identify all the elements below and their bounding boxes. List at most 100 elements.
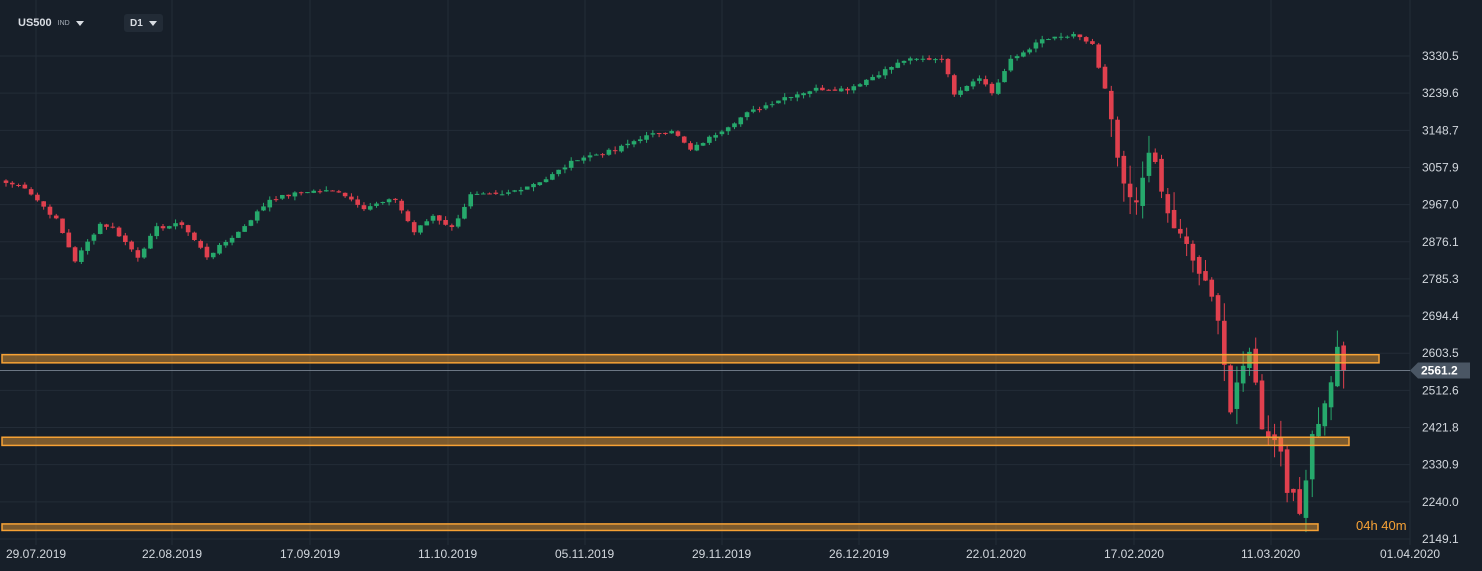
candle	[462, 203, 467, 220]
candle	[1303, 469, 1309, 533]
candle	[116, 226, 122, 237]
current-price-label: 2561.2	[1410, 362, 1470, 379]
candle	[79, 247, 84, 264]
candle	[807, 90, 813, 98]
candle	[1039, 35, 1045, 48]
candle	[681, 135, 687, 144]
candle	[1309, 430, 1315, 498]
y-tick-label: 2694.4	[1422, 309, 1459, 323]
y-tick-label: 3057.9	[1422, 160, 1459, 174]
candle	[1335, 330, 1340, 388]
candle	[1121, 150, 1127, 202]
candle	[581, 155, 587, 164]
candle	[631, 139, 637, 148]
candle	[1140, 161, 1145, 219]
price-axis[interactable]: 3330.5 3239.6 3148.7 3057.9 2967.0 2876.1 2785…	[1422, 49, 1459, 546]
candle	[305, 192, 310, 194]
candle	[298, 191, 304, 196]
candle	[594, 153, 599, 156]
y-tick-label: 2967.0	[1422, 198, 1459, 212]
y-tick-label: 3148.7	[1422, 123, 1459, 137]
candle	[1265, 415, 1271, 446]
candle	[1014, 54, 1020, 61]
candle	[336, 189, 342, 193]
x-tick-label: 11.10.2019	[418, 547, 477, 561]
candle	[983, 75, 988, 87]
candle	[794, 91, 800, 102]
candle	[939, 54, 945, 63]
candle	[1291, 488, 1296, 502]
candle	[1209, 277, 1215, 302]
candle	[292, 191, 298, 201]
candle	[1134, 187, 1139, 215]
candle	[267, 196, 273, 212]
candle	[914, 58, 919, 62]
candle	[254, 209, 260, 224]
candle	[1115, 116, 1120, 167]
candle	[129, 240, 134, 252]
candle	[637, 136, 643, 144]
candle	[995, 79, 1001, 96]
candle	[625, 139, 631, 149]
candle	[1146, 135, 1152, 183]
timeframe-selector[interactable]: D1	[124, 14, 163, 32]
x-tick-label: 26.12.2019	[829, 547, 889, 561]
candle	[1052, 36, 1058, 41]
candle	[958, 86, 963, 98]
candle	[895, 59, 901, 69]
x-tick-label: 29.07.2019	[6, 547, 66, 561]
candle	[1253, 337, 1259, 386]
candle	[562, 164, 568, 174]
x-tick-label: 05.11.2019	[555, 547, 614, 561]
candle	[656, 132, 662, 138]
candle	[550, 172, 555, 181]
candle	[1228, 364, 1233, 415]
candle	[424, 219, 430, 226]
candle	[1127, 165, 1133, 215]
candle	[342, 192, 348, 198]
candle	[280, 194, 285, 200]
support-zone-low[interactable]	[1, 523, 1319, 532]
candle	[1215, 292, 1221, 335]
candle	[977, 75, 982, 84]
candle	[443, 216, 448, 226]
x-tick-label: 01.04.2020	[1380, 547, 1440, 561]
candle	[480, 191, 486, 195]
candle	[66, 229, 72, 248]
chevron-down-icon	[75, 20, 84, 26]
candle	[556, 169, 561, 177]
candle	[430, 214, 436, 224]
candle	[851, 84, 857, 94]
candle	[179, 220, 185, 229]
candle	[374, 201, 379, 208]
time-axis[interactable]: 29.07.2019 22.08.2019 17.09.2019 11.10.2019…	[6, 547, 1440, 561]
candle	[1341, 341, 1346, 389]
candle	[53, 213, 59, 220]
candle	[22, 182, 28, 189]
resistance-zone[interactable]	[1, 353, 1380, 364]
candle	[223, 239, 229, 248]
candle	[524, 186, 530, 190]
timeframe-label: D1	[130, 17, 143, 29]
candle	[229, 235, 235, 246]
support-zone-mid[interactable]	[1, 436, 1350, 447]
candle	[757, 106, 762, 113]
candle	[920, 55, 926, 63]
candle	[1033, 39, 1039, 53]
candles	[3, 31, 1346, 533]
candle	[1152, 148, 1158, 164]
candle	[399, 198, 404, 214]
candle	[669, 129, 674, 134]
candle	[1008, 55, 1014, 73]
y-tick-label: 2876.1	[1422, 235, 1459, 249]
candle	[1002, 68, 1007, 83]
candle	[367, 202, 373, 211]
candle	[663, 132, 668, 136]
candle	[1234, 366, 1240, 425]
candle	[719, 129, 725, 137]
candle	[60, 218, 65, 234]
symbol-selector[interactable]: US500 IND	[18, 14, 84, 32]
candle	[185, 224, 191, 236]
candle	[1259, 374, 1265, 430]
